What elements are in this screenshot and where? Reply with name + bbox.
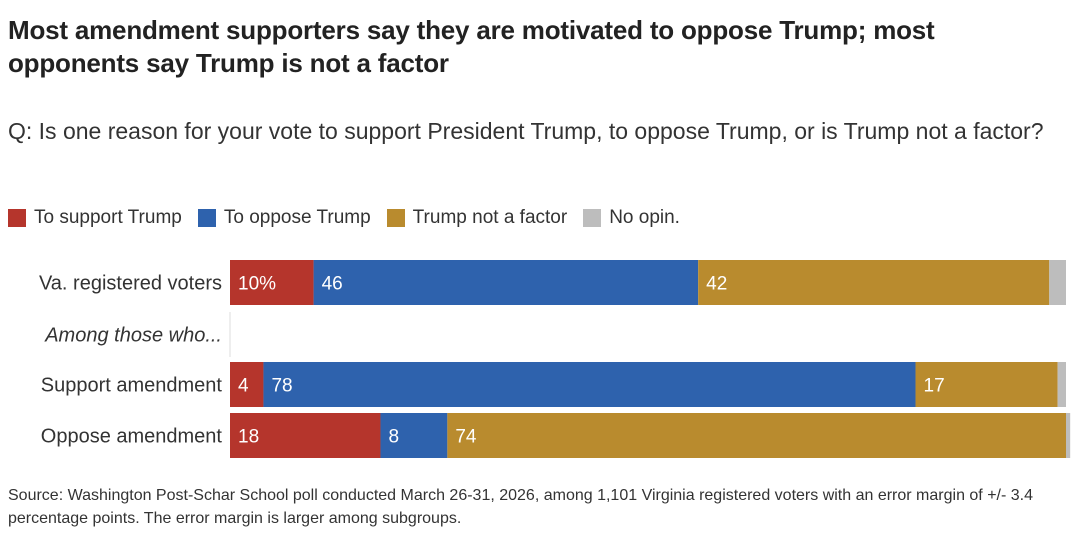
data-label: 46 [322, 274, 343, 295]
data-label: 42 [706, 274, 727, 295]
stacked-bar-chart: Va. registered voters 10% 46 42 Among those … [39, 260, 1071, 458]
legend-item-support: To support Trump [8, 207, 182, 229]
bar-segment-no-opinion [1066, 413, 1071, 458]
bar-segment-oppose [313, 260, 699, 305]
legend-label-no-opinion: No opin. [609, 207, 680, 228]
bar-segment-not-factor [915, 362, 1058, 407]
legend: To support Trump To oppose Trump Trump n… [8, 205, 696, 231]
bar-segment-oppose [263, 362, 916, 407]
bar-segment-support [230, 362, 264, 407]
legend-label-oppose: To oppose Trump [223, 207, 371, 228]
legend-swatch-oppose [197, 209, 216, 227]
source-note: Source: Washington Post-Schar School pol… [8, 487, 1033, 527]
bar-segment-support [230, 413, 381, 458]
legend-item-oppose: To oppose Trump [197, 207, 371, 229]
bar-segment-no-opinion [1057, 362, 1066, 407]
data-label: 17 [924, 376, 945, 397]
data-label: 10% [238, 274, 276, 295]
chart-subtitle: Q: Is one reason for your vote to suppor… [8, 118, 1044, 144]
category-label: Among those who... [44, 325, 222, 347]
data-label: 4 [238, 376, 249, 397]
data-label: 18 [238, 427, 259, 448]
legend-item-not-factor: Trump not a factor [386, 207, 568, 229]
bar-segment-not-factor [447, 413, 1066, 458]
legend-swatch-not-factor [386, 209, 405, 227]
bar-segment-not-factor [698, 260, 1050, 305]
bar-segment-oppose [380, 413, 448, 458]
legend-item-no-opinion: No opin. [583, 207, 680, 229]
legend-swatch-support [8, 209, 26, 227]
data-label: 74 [455, 427, 477, 448]
legend-swatch-no-opinion [583, 209, 602, 227]
data-label: 8 [388, 427, 399, 448]
legend-label-not-factor: Trump not a factor [412, 207, 568, 228]
data-label: 78 [271, 376, 292, 397]
legend-label-support: To support Trump [34, 207, 182, 228]
category-label: Oppose amendment [41, 426, 223, 448]
bar-segment-support [230, 260, 314, 305]
category-label: Support amendment [41, 375, 223, 397]
chart-title: Most amendment supporters say they are m… [8, 15, 935, 78]
category-label: Va. registered voters [39, 273, 222, 295]
bar-segment-no-opinion [1049, 260, 1066, 305]
